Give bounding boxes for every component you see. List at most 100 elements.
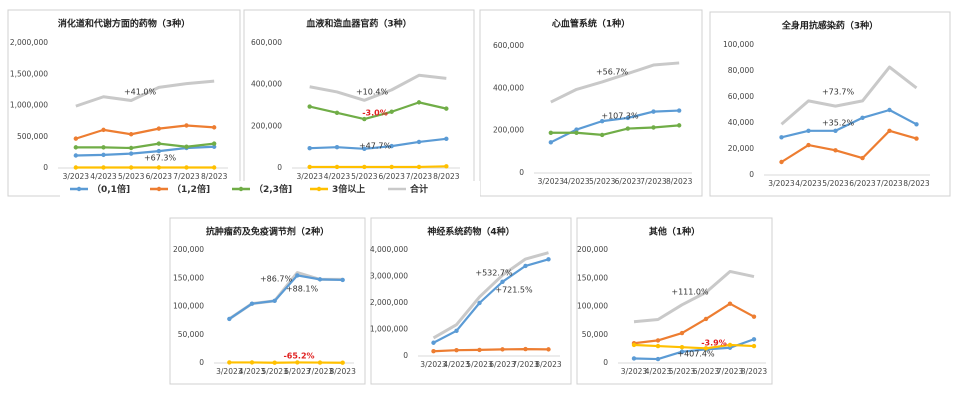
marker	[227, 316, 232, 322]
marker	[211, 141, 217, 146]
marker	[431, 349, 436, 354]
chart-title: 其他（1种）	[649, 226, 700, 238]
marker	[914, 136, 919, 141]
marker	[625, 115, 631, 121]
marker	[546, 257, 551, 262]
y-tick-label: 150,000	[173, 273, 204, 282]
marker	[751, 343, 757, 349]
marker	[227, 360, 232, 365]
y-tick-label: 0	[603, 358, 608, 367]
x-tick-label: 8/2023	[535, 360, 562, 369]
y-tick-label: 50,000	[178, 330, 204, 339]
marker	[73, 153, 79, 158]
legend-marker	[76, 186, 82, 192]
y-tick-label: 400,000	[493, 83, 524, 92]
marker	[655, 356, 661, 362]
series-line	[550, 61, 680, 104]
marker	[655, 338, 661, 343]
series-line	[228, 274, 343, 320]
series-line	[75, 79, 215, 108]
annotation: +10.4%	[356, 88, 389, 97]
y-tick-label: 100,000	[173, 302, 204, 311]
x-tick-label: 7/2023	[876, 179, 903, 188]
marker	[887, 107, 892, 113]
y-tick-label: 60,000	[728, 92, 754, 101]
y-tick-label: 20,000	[728, 144, 754, 153]
marker	[779, 159, 784, 165]
marker	[295, 360, 300, 365]
x-tick-label: 4/2023	[90, 172, 117, 181]
x-tick-label: 5/2023	[118, 172, 145, 181]
series-line	[433, 348, 549, 353]
y-tick-label: 150,000	[577, 273, 608, 282]
marker	[655, 343, 661, 349]
marker	[211, 165, 217, 170]
annotation: +47.7%	[359, 142, 392, 151]
x-tick-label: 5/2023	[466, 360, 493, 369]
marker	[211, 125, 217, 130]
annotation: -65.2%	[283, 352, 314, 361]
marker	[477, 300, 482, 306]
annotation: +67.3%	[144, 154, 177, 163]
y-tick-label: 0	[277, 163, 282, 172]
y-tick-label: 0	[199, 358, 204, 367]
marker	[444, 136, 449, 142]
y-tick-label: 80,000	[728, 66, 754, 75]
marker	[249, 301, 255, 306]
annotation: +111.0%	[671, 288, 709, 297]
panel	[479, 9, 703, 197]
marker	[416, 139, 422, 145]
y-tick-label: 0	[749, 170, 754, 179]
marker	[574, 130, 579, 135]
marker	[887, 128, 892, 133]
series-line	[309, 73, 447, 102]
y-tick-label: 2,000,000	[10, 38, 48, 47]
x-tick-label: 4/2023	[443, 360, 470, 369]
marker	[751, 314, 757, 319]
marker	[548, 130, 554, 135]
marker	[500, 279, 505, 284]
chart-title: 全身用抗感染药（3种）	[781, 20, 878, 32]
x-tick-label: 6/2023	[693, 367, 720, 376]
x-tick-label: 3/2023	[768, 179, 795, 188]
marker	[454, 347, 459, 353]
y-tick-label: 200,000	[251, 121, 282, 130]
marker	[156, 165, 162, 170]
legend-marker	[316, 186, 322, 192]
series-line	[75, 145, 215, 157]
marker	[211, 144, 217, 149]
marker	[272, 298, 277, 304]
marker	[679, 344, 685, 350]
x-tick-label: 5/2023	[261, 367, 288, 376]
marker	[307, 104, 312, 109]
legend-label: 合计	[410, 183, 428, 195]
panel	[7, 9, 241, 197]
chart-title: 神经系统药物（4种）	[427, 226, 514, 238]
marker	[317, 277, 323, 282]
series-line	[75, 142, 215, 150]
x-tick-label: 6/2023	[489, 360, 516, 369]
legend-label: （1,2倍]	[172, 183, 210, 195]
series-line	[309, 165, 447, 169]
x-tick-label: 7/2023	[717, 367, 744, 376]
panel	[576, 217, 773, 385]
marker	[727, 301, 733, 306]
annotation: +73.7%	[822, 88, 855, 97]
marker	[249, 360, 255, 365]
series-line	[309, 137, 447, 150]
marker	[128, 145, 134, 151]
marker	[184, 165, 189, 170]
marker	[574, 127, 579, 132]
marker	[833, 128, 838, 133]
annotation: +721.5%	[495, 286, 533, 295]
series-line	[432, 251, 549, 340]
marker	[340, 277, 345, 283]
x-tick-label: 8/2023	[741, 367, 768, 376]
marker	[389, 143, 394, 149]
y-tick-label: 0	[43, 163, 48, 172]
x-tick-label: 6/2023	[849, 179, 876, 188]
legend-label: （0,1倍]	[92, 183, 130, 195]
x-tick-label: 3/2023	[420, 360, 447, 369]
y-tick-label: 0	[519, 168, 524, 177]
